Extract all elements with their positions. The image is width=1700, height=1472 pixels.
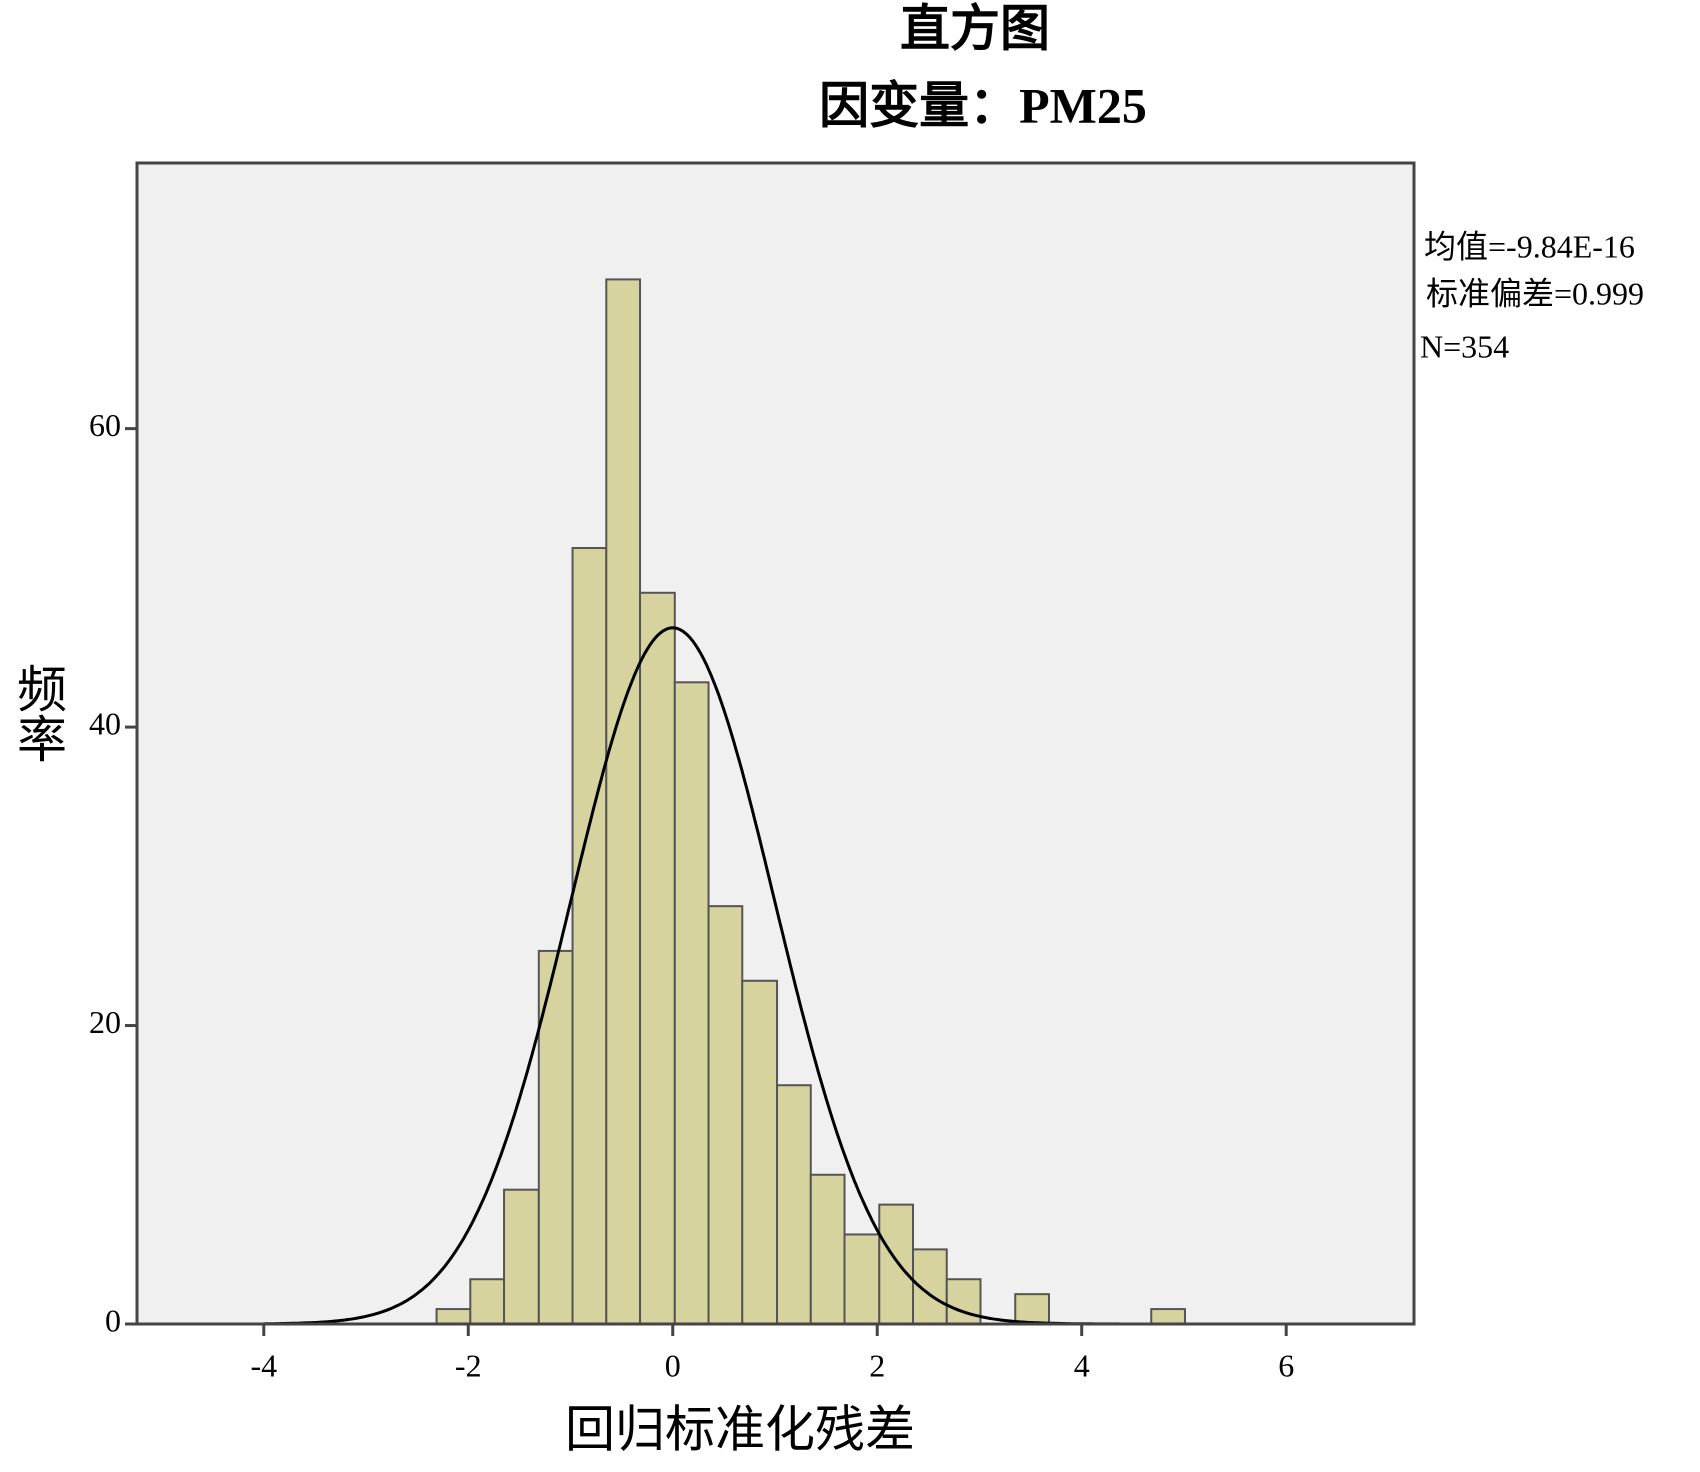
bar (673, 681, 710, 1325)
bar (1014, 1293, 1050, 1326)
bar (776, 1084, 812, 1325)
stat-label: N=354 (1420, 328, 1509, 364)
y-tick-label: 0 (105, 1302, 121, 1338)
bar (435, 1308, 472, 1326)
y-tick-label: 60 (89, 407, 121, 443)
bar (469, 1278, 506, 1325)
bar (503, 1188, 540, 1325)
bar (639, 591, 676, 1325)
x-tick-label: 2 (869, 1347, 885, 1383)
chart-title: 直方图 (900, 0, 1050, 56)
bar (707, 905, 744, 1325)
bar (741, 979, 779, 1326)
stat-label: 均值=-9.84E-16 (1424, 228, 1635, 264)
bar (605, 278, 642, 1326)
x-tick-label: 0 (665, 1347, 681, 1383)
x-axis-label: 回归标准化残差 (565, 1401, 915, 1457)
x-tick-label: 6 (1278, 1347, 1294, 1383)
chart-subtitle: 因变量：PM25 (819, 77, 1147, 133)
bar (945, 1278, 982, 1325)
x-tick-label: -4 (250, 1347, 277, 1383)
y-tick-label: 40 (89, 705, 121, 741)
x-tick-label: 4 (1074, 1347, 1090, 1383)
stat-label: 标准偏差=0.999 (1426, 275, 1644, 311)
bar (878, 1203, 915, 1325)
bar (809, 1173, 846, 1326)
bar (843, 1233, 881, 1326)
bar (571, 547, 608, 1325)
bar (1150, 1308, 1186, 1326)
stats-box: 均值=-9.84E-16 标准偏差=0.999 N=354 (1420, 228, 1644, 364)
x-tick-label: -2 (455, 1347, 482, 1383)
y-tick-label: 20 (89, 1004, 121, 1040)
y-axis-label: 频率 (10, 663, 66, 763)
